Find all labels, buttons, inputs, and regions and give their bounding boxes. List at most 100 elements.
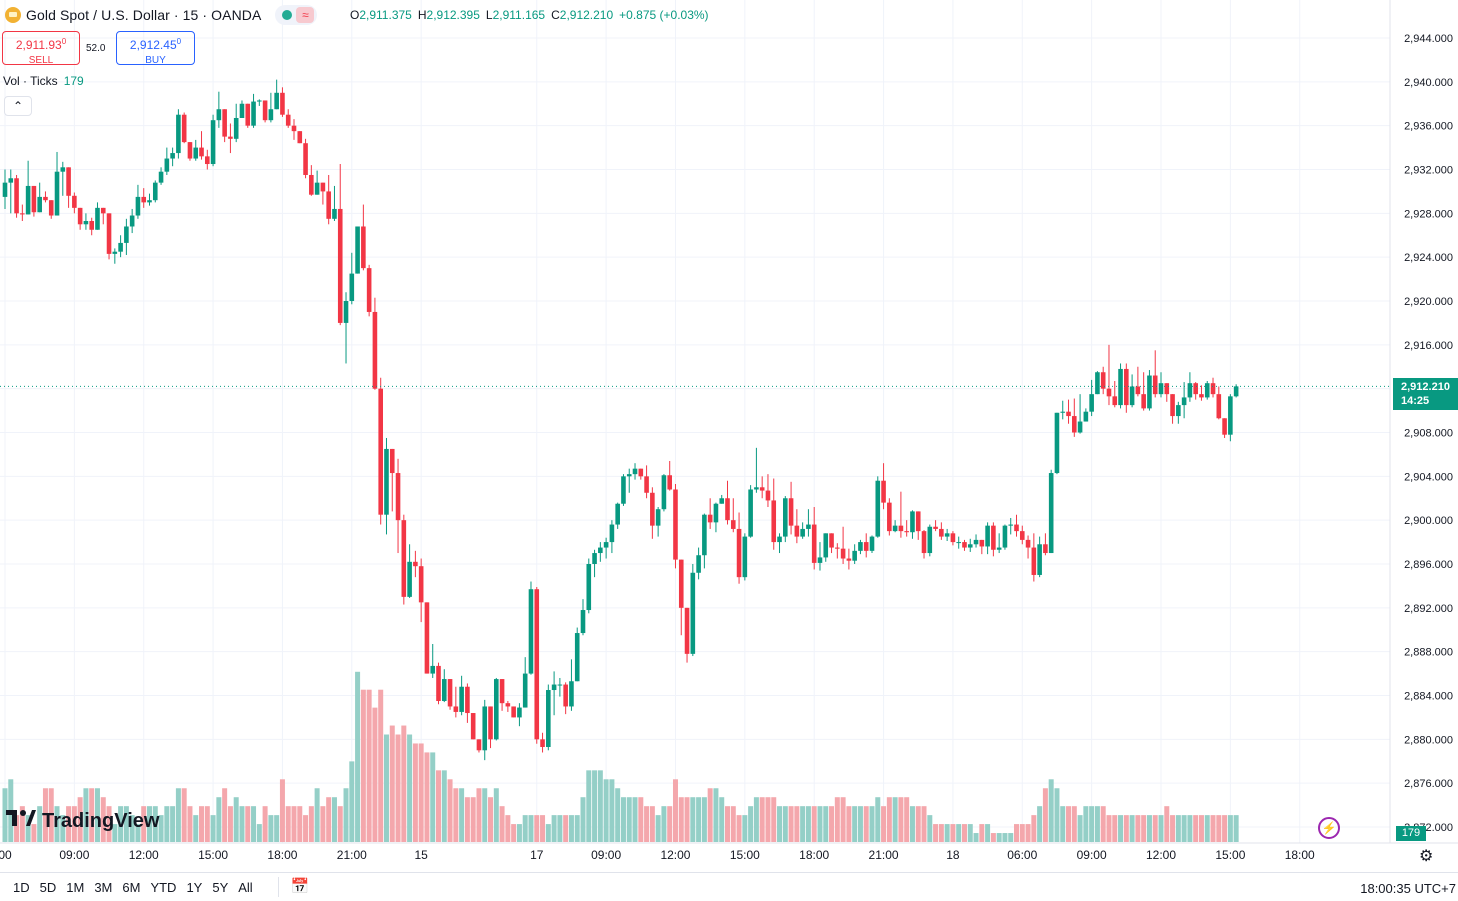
candle-body [1193,383,1198,395]
range-1d[interactable]: 1D [13,879,30,895]
volume-bar [25,815,31,842]
volume-bar [800,806,806,842]
clock-timezone[interactable]: 18:00:35 UTC+7 [1360,881,1456,896]
range-all[interactable]: All [238,879,253,895]
candle-body [268,109,274,121]
candle-body [1083,411,1089,422]
candle-body [407,561,412,597]
volume-bar [337,806,343,842]
volume-bar [389,725,395,842]
range-ytd[interactable]: YTD [150,879,177,895]
symbol-header: Gold Spot / U.S. Dollar · 15 · OANDA ≈ [0,4,318,26]
candle-body [193,147,199,159]
market-open-dot-icon [282,10,293,20]
volume-bar [123,806,129,842]
candle-body [222,109,227,137]
y-tick-label: 2,904.000 [1404,471,1453,483]
volume-bar [1094,806,1100,842]
volume-bar [626,797,632,842]
candle-body [730,520,736,529]
calendar-icon[interactable]: 📅 [277,877,309,897]
volume-bar [846,806,852,842]
volume-bar [181,788,187,842]
volume-bar [973,833,979,842]
volume-bar [904,797,910,842]
sell-label: SELL [28,55,54,66]
candle-body [372,311,378,389]
volume-indicator-label[interactable]: Vol · Ticks 179 [3,74,84,88]
gear-icon[interactable]: ⚙ [1419,848,1434,865]
volume-bar [933,824,939,842]
time-axis[interactable]: 00 09:00 12:00 15:00 18:00 21:00 15 17 09:00 12:0… [0,842,1458,862]
candle-body [569,681,574,707]
tradingview-logo[interactable]: TradingView [6,808,159,834]
volume-bar [615,788,621,842]
collapse-indicators-button[interactable]: ⌃ [4,96,32,116]
candle-body [632,468,638,475]
volume-bar [314,788,320,842]
range-1m[interactable]: 1M [66,879,85,895]
candle-body [1135,386,1141,395]
volume-bar [678,797,684,842]
volume-bar [1054,788,1060,842]
candle-body [297,131,303,144]
volume-indicator-name: Vol · Ticks [3,74,58,88]
candle-body [152,182,158,201]
volume-bar [609,779,615,842]
volume-bar [586,770,592,842]
range-5y[interactable]: 5Y [212,879,229,895]
candle-body [858,542,863,551]
candle-body [25,185,31,215]
candle-body [401,520,407,597]
candle-body [8,178,14,183]
volume-bar [1204,815,1210,842]
volume-bar [19,806,25,842]
symbol-title[interactable]: Gold Spot / U.S. Dollar · 15 · OANDA [26,7,262,23]
ohlc-close: C2,912.210 [551,8,614,22]
candle-body [580,610,586,634]
volume-bar [909,806,915,842]
range-6m[interactable]: 6M [122,879,141,895]
candle-body [459,686,464,712]
candle-body [1204,383,1210,398]
volume-bar [476,788,482,842]
spread-value: 52.0 [86,43,106,54]
range-3m[interactable]: 3M [94,879,113,895]
volume-bar [147,806,152,842]
volume-bar [303,815,309,842]
volume-bar [1216,815,1222,842]
volume-bar [719,797,725,842]
candle-body [904,531,909,533]
candle-body [1072,416,1077,433]
candle-body [1158,383,1164,395]
candle-body [89,221,94,230]
range-5d[interactable]: 5D [39,879,57,895]
volume-bar [956,824,962,842]
candle-body [626,474,632,477]
volume-bar [938,824,944,842]
candle-body [1170,394,1175,417]
candle-body [771,500,777,543]
volume-bar [1077,815,1083,842]
volume-bar [106,806,112,842]
candle-body [996,547,1002,550]
volume-bar [1008,833,1014,842]
candle-body [309,174,314,195]
candle-body [170,153,175,159]
candle-body [413,561,418,567]
market-status-pill[interactable]: ≈ [275,5,318,25]
candle-body [621,476,626,504]
candle-body [1216,394,1222,419]
volume-bar [701,797,707,842]
buy-button[interactable]: 2,912.450 BUY [116,31,195,66]
volume-bar [753,797,759,842]
candle-body [759,487,765,491]
sell-button[interactable]: 2,911.930 SELL [2,31,80,66]
lightning-icon[interactable]: ⚡ [1318,817,1340,839]
range-1y[interactable]: 1Y [186,879,203,895]
ohlc-values: O2,911.375 H2,912.395 L2,911.165 C2,912.… [350,8,709,22]
gold-coin-icon [5,7,21,23]
price-axis[interactable]: 2,944.000 2,940.000 2,936.000 2,932.000 2,92… [1389,0,1453,843]
wave-icon: ≈ [296,7,315,23]
